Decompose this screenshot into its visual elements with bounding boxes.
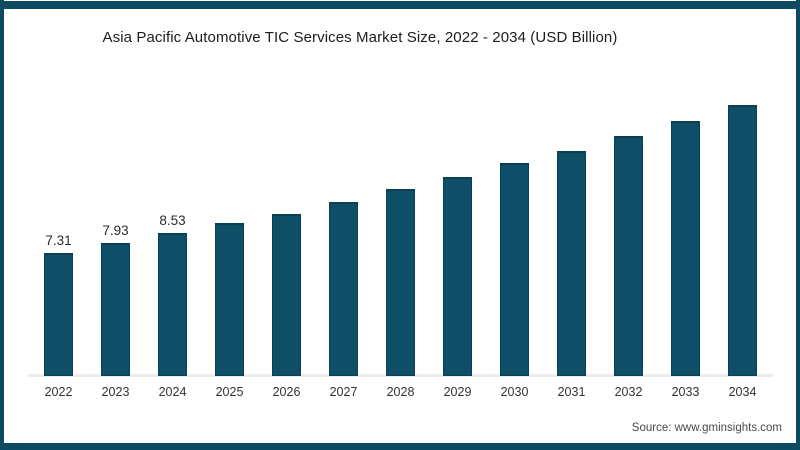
- bar-group: [429, 0, 486, 376]
- bar: [101, 243, 130, 376]
- bar-value-label: 7.31: [45, 233, 72, 248]
- x-axis-tick-label: 2027: [329, 385, 358, 399]
- x-axis-tick-label: 2030: [500, 385, 529, 399]
- x-axis-tick-label: 2028: [386, 385, 415, 399]
- bar: [215, 223, 244, 376]
- bar-group: [657, 0, 714, 376]
- bar: [500, 163, 529, 376]
- frame-border-left: [0, 0, 4, 450]
- bar: [728, 105, 757, 376]
- bar: [158, 233, 187, 376]
- bar: [386, 189, 415, 376]
- x-axis-tick-label: 2029: [443, 385, 472, 399]
- frame-border-bottom: [0, 443, 800, 450]
- bar: [671, 121, 700, 376]
- frame-border-right: [796, 0, 800, 450]
- x-axis-tick-label: 2026: [272, 385, 301, 399]
- x-axis-tick-label: 2023: [101, 385, 130, 399]
- bar-group: [258, 0, 315, 376]
- x-axis-tick-labels: 2022 2023 2024 2025 2026 2027 2028 2029 2030 2031…: [30, 385, 771, 399]
- bar-group: [201, 0, 258, 376]
- bar-group: [486, 0, 543, 376]
- bar-value-label: 7.93: [102, 223, 129, 238]
- x-axis-tick-label: 2033: [671, 385, 700, 399]
- bar: [44, 253, 73, 376]
- bar-group: 7.93: [87, 0, 144, 376]
- x-axis-tick-label: 2025: [215, 385, 244, 399]
- x-axis-tick-label: 2022: [44, 385, 73, 399]
- x-axis-tick-label: 2024: [158, 385, 187, 399]
- x-axis-tick-label: 2034: [728, 385, 757, 399]
- bar-group: [315, 0, 372, 376]
- bar-group: [543, 0, 600, 376]
- bar-chart-plot: 7.31 7.93 8.53: [30, 0, 771, 376]
- x-axis-tick-label: 2031: [557, 385, 586, 399]
- bar-group: 8.53: [144, 0, 201, 376]
- chart-title: Asia Pacific Automotive TIC Services Mar…: [102, 29, 618, 46]
- bar-group: [714, 0, 771, 376]
- bar: [329, 202, 358, 376]
- bar-value-label: 8.53: [159, 213, 186, 228]
- bar-group: [600, 0, 657, 376]
- frame-border-top: [0, 1, 800, 9]
- x-axis-tick-label: 2032: [614, 385, 643, 399]
- source-attribution: Source: www.gminsights.com: [631, 422, 782, 434]
- bar: [557, 151, 586, 376]
- bar: [614, 136, 643, 376]
- bar: [272, 214, 301, 376]
- bar-group: 7.31: [30, 0, 87, 376]
- bar: [443, 177, 472, 376]
- bar-group: [372, 0, 429, 376]
